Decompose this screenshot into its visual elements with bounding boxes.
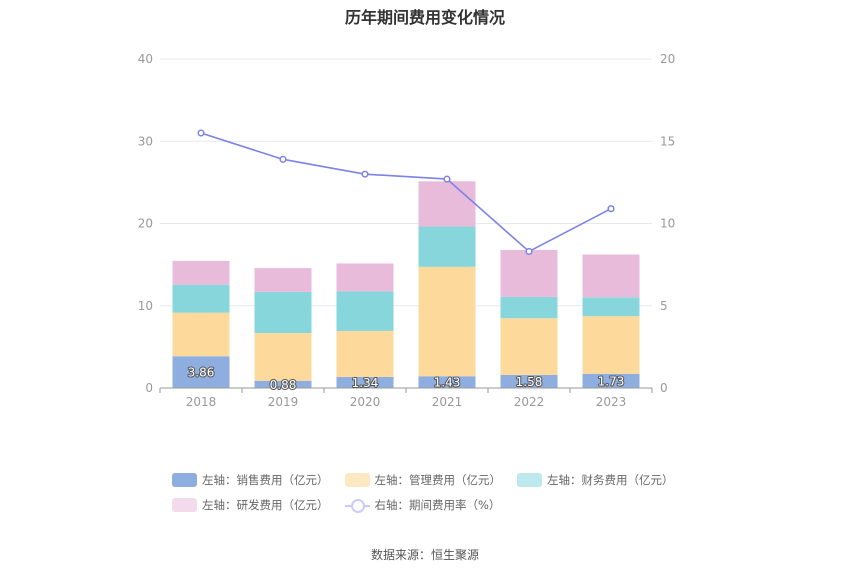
x-tick-label-2018: 2018 [186,395,217,409]
bar-s3-2020 [336,263,394,292]
bar-s2-2023 [582,297,640,317]
bar-s0-2022 [500,375,558,388]
legend-item-expense-rate[interactable]: 右轴：期间费用率（%） [344,497,501,513]
bar-s3-2019 [254,268,312,292]
legend: 左轴：销售费用（亿元） 左轴：管理费用（亿元） 左轴：财务费用（亿元） 左轴：研… [172,472,692,522]
y-left-tick-label-1: 10 [138,299,153,313]
line-point-2022 [525,247,533,256]
bar-s2-2022 [500,296,558,319]
bar-s1-2023 [582,316,640,374]
line-expense-rate [200,132,612,253]
bar-s0-2020 [336,376,394,388]
bar-s3-2023 [582,254,640,298]
y-right-tick-label-4: 20 [660,52,675,66]
y-right-tick-label-2: 10 [660,217,675,231]
line-point-2023 [607,205,615,213]
bar-s3-2018 [172,260,230,285]
chart-canvas: 0 10 20 30 40 0 5 10 15 20 2018 2019 2020 2021 2022 202… [138,52,676,409]
legend-swatch-sales [172,473,197,487]
line-point-2018 [197,129,205,137]
bar-data-label-2020: 1.34 [352,376,379,390]
bar-s0-2023 [582,373,640,388]
x-tick-label-2019: 2019 [268,395,299,409]
line-point-2019 [279,155,287,163]
y-left-tick-label-4: 40 [138,52,153,66]
bar-s0-2021 [418,376,476,388]
x-tick-label-2020: 2020 [350,395,381,409]
bar-s0-2018 [172,356,230,388]
y-right-tick-label-1: 5 [660,299,668,313]
bar-data-label-2021: 1.43 [434,376,461,390]
y-left-tick-label-0: 0 [145,381,153,395]
legend-swatch-admin [344,473,370,487]
bar-data-label-2022: 1.58 [516,375,543,389]
legend-line-icon [344,498,370,513]
chart-title: 历年期间费用变化情况 [344,8,505,27]
legend-label-rd: 左轴：研发费用（亿元） [202,498,329,512]
legend-swatch-rd [172,498,197,512]
legend-row-2: 左轴：研发费用（亿元） 右轴：期间费用率（%） [172,497,692,513]
line-point-2021 [443,175,451,183]
bar-data-label-2019: 0.88 [270,378,297,392]
legend-item-rd[interactable]: 左轴：研发费用（亿元） [172,497,329,513]
legend-row-1: 左轴：销售费用（亿元） 左轴：管理费用（亿元） 左轴：财务费用（亿元） [172,472,692,488]
bar-data-label-2023: 1.73 [598,374,625,388]
bar-s2-2021 [418,226,476,267]
legend-swatch-finance [517,473,542,487]
legend-item-sales[interactable]: 左轴：销售费用（亿元） [172,472,329,488]
x-tick-label-2021: 2021 [432,395,463,409]
legend-label-finance: 左轴：财务费用（亿元） [547,473,674,487]
bar-s1-2020 [336,330,394,377]
bar-s1-2018 [172,312,230,357]
legend-label-sales: 左轴：销售费用（亿元） [202,473,329,487]
bar-s1-2022 [500,318,558,376]
y-right-tick-label-3: 15 [660,134,675,148]
legend-label-expense-rate: 右轴：期间费用率（%） [374,498,501,512]
y-right-tick-label-0: 0 [660,381,668,395]
y-left-tick-label-2: 20 [138,217,153,231]
bar-s2-2020 [336,291,394,331]
x-tick-label-2022: 2022 [514,395,545,409]
data-source: 数据来源：恒生聚源 [370,548,479,562]
bar-data-label-2018: 3.86 [188,366,215,380]
bar-s3-2022 [500,249,558,297]
bar-s2-2018 [172,284,230,313]
legend-item-admin[interactable]: 左轴：管理费用（亿元） [344,472,502,488]
y-left-tick-label-3: 30 [138,134,153,148]
bar-s2-2019 [254,291,312,334]
bar-s3-2021 [418,181,476,227]
x-tick-label-2023: 2023 [596,395,627,409]
bar-s1-2021 [418,266,476,377]
bar-s1-2019 [254,333,312,381]
legend-label-admin: 左轴：管理费用（亿元） [374,473,502,487]
legend-item-finance[interactable]: 左轴：财务费用（亿元） [517,472,674,488]
line-point-2020 [361,170,369,178]
bar-s0-2019 [254,380,312,388]
